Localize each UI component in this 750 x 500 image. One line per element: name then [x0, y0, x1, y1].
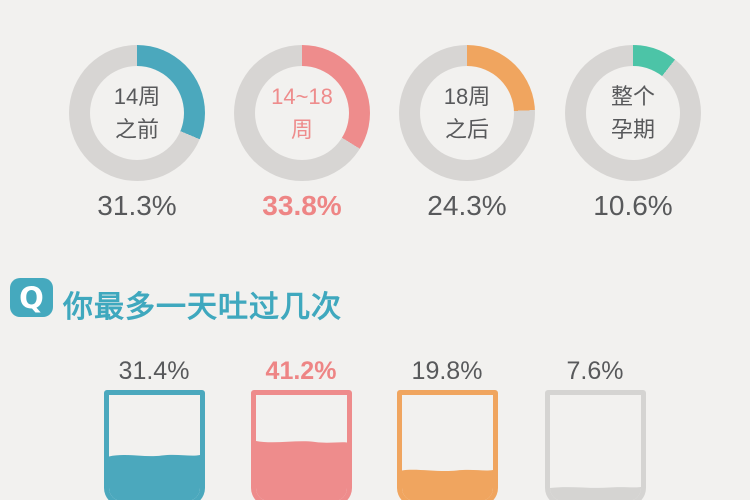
donut-label-line: 18周: [443, 84, 491, 109]
donut-label-line: 之后: [444, 117, 489, 142]
donut-chart-14-18w: 14~18 周: [234, 45, 370, 181]
cup-liquid: [549, 481, 641, 500]
cup-liquid: [108, 449, 200, 500]
donut-label: 14周 之前: [114, 80, 160, 146]
donut-cell-whole-pregnancy: 整个 孕期 10.6%: [545, 45, 721, 222]
donut-percent-value: 31.3%: [97, 190, 177, 221]
cup-cell-4: 7.6%: [525, 356, 665, 500]
donut-percent-value: 24.3%: [427, 190, 507, 221]
liquid-body: [401, 473, 493, 500]
cup-chart-1: [103, 390, 205, 500]
liquid-body: [549, 490, 641, 500]
cup-cell-2: 41.2%: [231, 356, 371, 500]
donut-hole: 14~18 周: [255, 66, 349, 160]
cup-percent-value: 41.2%: [265, 357, 337, 385]
cup-percent-value: 19.8%: [411, 357, 483, 385]
donut-cell-after-18w: 18周 之后 24.3%: [379, 45, 555, 222]
cup-chart-4: [544, 390, 646, 500]
cup-cell-1: 31.4%: [84, 356, 224, 500]
donut-hole: 整个 孕期: [586, 66, 680, 160]
cup-percent-value: 7.6%: [566, 357, 624, 385]
donut-chart-whole-pregnancy: 整个 孕期: [565, 45, 701, 181]
cup-chart-3: [396, 390, 498, 500]
donut-chart-after-18w: 18周 之后: [399, 45, 535, 181]
donut-percent-value: 10.6%: [593, 190, 673, 221]
donut-cell-before-14w: 14周 之前 31.3%: [49, 45, 225, 222]
donut-hole: 18周 之后: [420, 66, 514, 160]
donut-label: 整个 孕期: [611, 80, 655, 146]
donut-label: 14~18 周: [271, 80, 333, 146]
liquid-body: [255, 445, 347, 500]
liquid-wave-icon: [108, 454, 200, 459]
donut-label-line: 之前: [114, 117, 159, 142]
cup-liquid: [255, 436, 347, 500]
liquid-wave-icon: [255, 441, 347, 446]
donut-label-line: 14周: [113, 84, 161, 109]
donut-label-line: 14~18: [271, 84, 333, 109]
cup-chart-2: [250, 390, 352, 500]
liquid-body: [108, 458, 200, 500]
donut-hole: 14周 之前: [90, 66, 184, 160]
donut-chart-before-14w: 14周 之前: [69, 45, 205, 181]
donut-percent-value: 33.8%: [262, 190, 342, 221]
donut-label-line: 周: [290, 117, 313, 142]
cup-liquid: [401, 464, 493, 500]
donut-cell-14-18w: 14~18 周 33.8%: [214, 45, 390, 222]
question-title: 你最多一天吐过几次: [63, 291, 342, 324]
cup-percent-value: 31.4%: [118, 357, 190, 385]
question-badge-letter: Q: [19, 280, 44, 315]
donut-label: 18周 之后: [444, 80, 490, 146]
liquid-wave-icon: [401, 469, 493, 474]
question-badge: Q: [10, 278, 53, 317]
donut-label-line: 孕期: [610, 117, 655, 142]
donut-label-line: 整个: [610, 84, 655, 109]
cup-cell-3: 19.8%: [377, 356, 517, 500]
